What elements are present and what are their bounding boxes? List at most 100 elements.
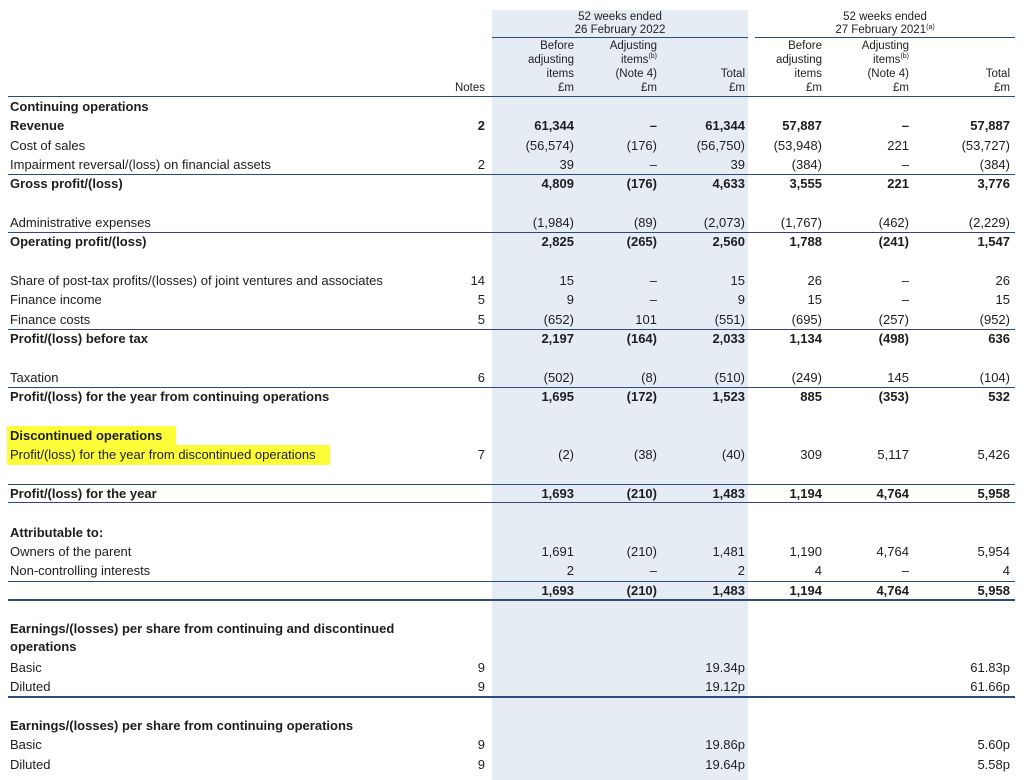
- cell-adjusting-items-2021: 221: [887, 176, 909, 192]
- table-row: Earnings/(losses) per share from continu…: [0, 619, 1024, 658]
- cell-before-adjusting-2022: (502): [543, 369, 574, 385]
- row-label: Basic: [10, 659, 42, 675]
- cell-total-2021: 26: [995, 273, 1010, 289]
- column-header-line: £m: [776, 81, 822, 95]
- cell-before-adjusting-2021: (384): [791, 157, 822, 173]
- cell-total-2022: 61,344: [705, 118, 745, 134]
- cell-before-adjusting-2022: 15: [559, 273, 574, 289]
- cell-adjusting-items-2022: (38): [633, 447, 657, 463]
- column-header-line: Adjusting: [862, 39, 909, 53]
- period-line: 26 February 2022: [574, 24, 666, 36]
- column-header-line: adjusting: [776, 53, 822, 67]
- period-header-2021: 52 weeks ended 27 February 2021(a): [755, 11, 1015, 37]
- cell-before-adjusting-2022: 2,197: [541, 331, 574, 347]
- cell-total-2022: (40): [721, 447, 745, 463]
- table-row: Profit/(loss) for the year 1,693 (210) 1,48…: [0, 483, 1024, 504]
- group-rule: [492, 37, 748, 38]
- table-row: Profit/(loss) before tax 2,197 (164) 2,033 1…: [0, 329, 1024, 348]
- cell-adjusting-items-2022: (8): [641, 369, 657, 385]
- period-line: 27 February 2021: [835, 24, 927, 36]
- spacer-row: [0, 252, 1024, 271]
- column-header-text: adjusting: [775, 54, 822, 66]
- row-label: Taxation: [10, 369, 59, 385]
- current-year-column-shading: [492, 10, 748, 780]
- period-line: 52 weeks ended: [578, 11, 662, 23]
- row-label: Finance costs: [10, 311, 91, 327]
- table-row: Earnings/(losses) per share from continu…: [0, 716, 1024, 735]
- cell-adjusting-items-2022: –: [649, 292, 657, 308]
- cell-before-adjusting-2022: 1,693: [541, 582, 574, 598]
- table-row: Administrative expenses (1,984) (89) (2,073…: [0, 213, 1024, 232]
- row-label: Profit/(loss) for the year: [10, 485, 157, 501]
- cell-adjusting-items-2021: –: [901, 118, 909, 134]
- column-header-line: Total: [721, 67, 745, 81]
- row-label: Cost of sales: [10, 137, 86, 153]
- cell-adjusting-items-2022: 101: [635, 311, 657, 327]
- table-row: Basic 9 19.34p 61.83p: [0, 658, 1024, 677]
- table-row: Diluted 9 19.64p 5.58p: [0, 755, 1024, 774]
- row-label: Non-controlling interests: [10, 563, 151, 579]
- row-label: Impairment reversal/(loss) on financial …: [10, 157, 271, 173]
- cell-before-adjusting-2022: 4,809: [541, 176, 574, 192]
- period-line: 52 weeks ended: [843, 11, 927, 23]
- row-note-ref: 5: [477, 292, 485, 308]
- cell-total-2022: 2,560: [712, 234, 745, 250]
- column-header-text: £m: [806, 82, 822, 94]
- column-header-line: (Note 4): [610, 67, 657, 81]
- cell-total-2022: 2: [737, 563, 745, 579]
- row-label: Operating profit/(loss): [10, 234, 147, 250]
- cell-adjusting-items-2021: 5,117: [877, 447, 909, 463]
- row-label: Owners of the parent: [10, 543, 132, 559]
- cell-adjusting-items-2022: (164): [626, 331, 657, 347]
- column-header-text: Adjusting: [609, 40, 657, 52]
- column-header-before-adjusting: Before adjusting items £m: [528, 39, 574, 95]
- column-header-adjusting-items: Adjusting items(b) (Note 4) £m: [610, 39, 657, 95]
- row-label: Diluted: [10, 679, 51, 695]
- header-rule: [8, 96, 1015, 97]
- table-row: Diluted 9 19.12p 61.66p: [0, 677, 1024, 699]
- row-label: Continuing operations: [10, 99, 149, 114]
- cell-adjusting-items-2021: (257): [878, 311, 909, 327]
- spacer-row: [0, 503, 1024, 522]
- cell-total-2022: 2,033: [712, 331, 745, 347]
- cell-total-2021: 1,547: [977, 234, 1010, 250]
- table-row: Discontinued operations: [0, 425, 1024, 446]
- cell-adjusting-items-2021: 221: [887, 137, 909, 153]
- cell-total-2021: 57,887: [970, 118, 1010, 134]
- column-header-text: £m: [641, 82, 657, 94]
- row-label: Administrative expenses: [10, 215, 151, 231]
- column-header-line: Total: [986, 67, 1010, 81]
- table-row: Operating profit/(loss) 2,825 (265) 2,560 1,…: [0, 232, 1024, 251]
- cell-total-2022: 19.34p: [705, 659, 745, 675]
- table-row: Non-controlling interests 2 – 2 4 – 4: [0, 561, 1024, 580]
- cell-before-adjusting-2022: 1,691: [541, 543, 574, 559]
- column-header-text: £m: [558, 82, 574, 94]
- cell-total-2022: 19.64p: [705, 756, 745, 772]
- spacer-row: [0, 407, 1024, 426]
- table-row: Gross profit/(loss) 4,809 (176) 4,633 3,555 2…: [0, 174, 1024, 193]
- column-header-text: £m: [729, 82, 745, 94]
- column-header-line: £m: [721, 81, 745, 95]
- cell-adjusting-items-2021: –: [901, 157, 909, 173]
- column-header-text: items: [872, 54, 901, 66]
- column-header-text: Before: [788, 40, 822, 52]
- column-header-line: £m: [610, 81, 657, 95]
- cell-total-2021: 5,958: [977, 485, 1010, 501]
- spacer-row: [0, 600, 1024, 619]
- row-note-ref: 14: [470, 273, 485, 289]
- cell-total-2021: 61.83p: [970, 659, 1010, 675]
- cell-before-adjusting-2022: 9: [566, 292, 574, 308]
- cell-before-adjusting-2021: (1,767): [780, 215, 822, 231]
- table-row: Finance income 5 9 – 9 15 – 15: [0, 290, 1024, 309]
- row-note-ref: 9: [477, 756, 485, 772]
- column-header-line: £m: [986, 81, 1010, 95]
- cell-total-2021: 5,426: [977, 447, 1010, 463]
- cell-adjusting-items-2022: (210): [626, 543, 657, 559]
- row-note-ref: 2: [477, 157, 485, 173]
- footnote-marker: (b): [900, 53, 909, 60]
- cell-total-2022: (56,750): [696, 137, 745, 153]
- cell-total-2022: 39: [730, 157, 745, 173]
- column-header-line: items: [528, 67, 574, 81]
- cell-adjusting-items-2021: 4,764: [876, 582, 909, 598]
- group-rule: [755, 37, 1015, 38]
